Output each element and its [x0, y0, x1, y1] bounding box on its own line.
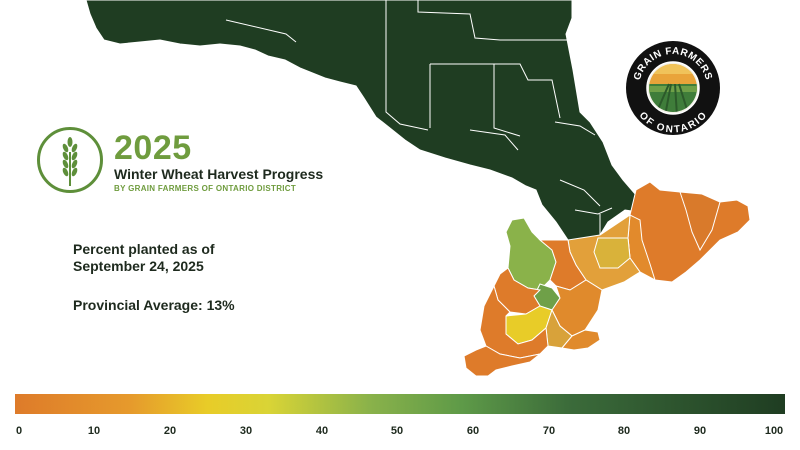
map-subtitle: Winter Wheat Harvest Progress — [114, 166, 324, 182]
northern-district-borders — [225, 0, 613, 235]
planted-line-2: September 24, 2025 — [73, 257, 204, 274]
year-heading: 2025 — [114, 129, 192, 167]
region-middlesex — [479, 284, 549, 359]
planted-line-1: Percent planted as of — [73, 241, 215, 257]
legend-tick-0: 0 — [15, 425, 23, 437]
region-northern-ontario — [85, 0, 639, 241]
provincial-average: Provincial Average: 13% — [73, 297, 235, 313]
legend-tick-10: 10 — [87, 425, 101, 437]
southern-ontario-regions — [463, 181, 751, 377]
legend-tick-20: 20 — [163, 425, 177, 437]
legend-tick-90: 90 — [693, 425, 707, 437]
region-niagara — [561, 329, 601, 351]
wheat-badge — [37, 127, 103, 193]
wheat-icon — [62, 137, 78, 186]
region-eastern-ontario-b — [679, 191, 721, 252]
region-essex — [463, 345, 541, 377]
legend-tick-40: 40 — [315, 425, 329, 437]
legend-tick-30: 30 — [239, 425, 253, 437]
district-caption: BY GRAIN FARMERS OF ONTARIO DISTRICT — [114, 184, 297, 193]
region-central-yellow — [593, 237, 631, 269]
region-bruce-peninsula — [505, 217, 557, 291]
planted-date-label: Percent planted as of September 24, 2025 — [73, 241, 215, 275]
legend-tick-70: 70 — [542, 425, 556, 437]
legend-tick-80: 80 — [617, 425, 631, 437]
legend-gradient-bar — [15, 394, 785, 414]
legend-tick-60: 60 — [466, 425, 480, 437]
grain-farmers-logo: GRAIN FARMERS OF ONTARIO — [626, 41, 720, 136]
legend-ticks: 0 10 20 30 40 50 60 70 80 90 100 — [0, 425, 800, 441]
legend-tick-100: 100 — [764, 425, 784, 437]
legend-tick-50: 50 — [390, 425, 404, 437]
